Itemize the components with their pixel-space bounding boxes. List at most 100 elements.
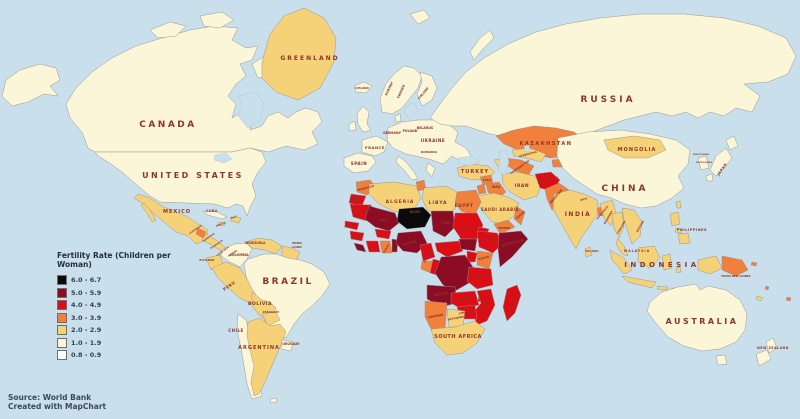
country-label-namibia: NAMIBIA [428,313,445,320]
country-oman[interactable] [513,205,526,226]
country-solomon-islands[interactable] [750,261,758,267]
country-senegal[interactable] [344,220,360,231]
country-niger[interactable] [396,206,432,230]
country-jamaica[interactable] [217,221,226,227]
country-japan[interactable] [725,135,739,151]
country-uruguay[interactable] [280,339,294,352]
country-denmark[interactable] [394,113,402,123]
country-uzbekistan[interactable] [511,147,547,163]
country-cameroon[interactable] [419,242,436,262]
country-vanuatu[interactable] [764,285,770,291]
country-philippines[interactable] [674,227,683,234]
country-thailand[interactable] [611,211,625,239]
country-tasmania[interactable] [715,354,728,366]
country-iceland[interactable] [353,81,373,94]
country-venezuela[interactable] [245,237,283,255]
country-burkina-faso[interactable] [374,228,392,240]
country-philippines[interactable] [677,232,691,245]
country-tanzania[interactable] [466,266,494,290]
country-ireland[interactable] [348,120,357,132]
country-colombia[interactable] [220,242,253,268]
country-korea[interactable] [697,155,710,171]
country-fiji[interactable] [785,296,792,302]
legend-title: Fertility Rate (Children per Woman) [57,251,217,269]
country-label-canada: CANADA [139,120,197,130]
country-falkland-islands[interactable] [269,397,278,404]
country-taiwan[interactable] [675,200,682,209]
country-finland[interactable] [416,71,438,107]
country-greenland[interactable] [261,7,337,101]
country-sulawesi[interactable] [661,253,673,271]
country-india[interactable] [552,189,600,250]
country-nigeria[interactable] [395,230,428,254]
country-papua-new-guinea[interactable] [721,255,749,277]
country-jordan-israel[interactable] [476,183,487,195]
country-label-belarus: BELARUS [417,126,434,130]
country-label-iran: IRAN [515,183,529,189]
country-norway-sweden[interactable] [379,65,423,115]
country-saudi-arabia[interactable] [476,192,520,225]
country-mongolia[interactable] [603,135,667,159]
country-spain-portugal[interactable] [343,152,377,174]
country-philippines[interactable] [669,211,681,227]
country-greece[interactable] [425,162,436,178]
country-angola[interactable] [426,284,458,308]
country-new-zealand[interactable] [765,337,778,354]
country-alaska[interactable] [1,63,61,107]
country-united-states[interactable] [94,147,267,217]
country-france[interactable] [361,135,389,157]
country-japan[interactable] [709,147,733,177]
country-australia[interactable] [646,283,748,352]
country-label-chad: CHAD [441,221,451,225]
source-text: Source: World Bank [8,393,92,402]
country-label-zambia: ZAMBIA [456,295,471,303]
legend-range: 4.0 - 4.9 [71,301,102,309]
legend-range: 3.0 - 3.9 [71,313,102,322]
country-java[interactable] [621,275,657,289]
country-guatemala[interactable] [195,227,207,239]
country-japan[interactable] [705,173,714,182]
country-south-sudan[interactable] [458,238,478,252]
country-guinea[interactable] [349,230,365,242]
country-somalia[interactable] [497,230,529,268]
country-label-sudan: SUDAN [461,226,474,230]
country-madagascar[interactable] [502,284,522,322]
country-south-africa[interactable] [430,320,486,356]
country-indochina[interactable] [621,207,643,245]
country-label-sweden: SWEDEN [396,84,406,99]
country-canada[interactable] [65,25,323,153]
country-sierra-leone-liberia[interactable] [353,242,367,253]
country-argentina[interactable] [246,317,287,397]
baltic-sea [403,101,419,119]
legend: Fertility Rate (Children per Woman) 6.0 … [57,251,217,363]
country-malay-peninsula[interactable] [615,237,629,257]
country-maluku[interactable] [675,266,682,274]
country-italy[interactable] [395,155,419,181]
country-canada-arctic[interactable] [149,21,187,39]
country-label-haiti: HAITI [230,215,237,220]
country-ivory-coast[interactable] [365,240,381,253]
country-iran[interactable] [501,171,543,201]
country-novaya-zemlya[interactable] [469,29,495,61]
country-borneo[interactable] [637,245,661,269]
country-yemen[interactable] [493,219,516,235]
country-new-caledonia[interactable] [755,295,764,302]
country-svalbard[interactable] [409,9,431,25]
country-lesser-sunda[interactable] [656,285,669,291]
country-sri-lanka[interactable] [584,246,593,258]
country-central-african-republic[interactable] [434,240,464,258]
country-new-zealand[interactable] [755,349,772,367]
country-mexico-baja[interactable] [140,202,157,223]
country-united-kingdom[interactable] [356,105,372,133]
country-sumatra[interactable] [609,249,633,275]
country-mozambique[interactable] [472,288,496,326]
country-hispaniola[interactable] [230,216,242,224]
country-canada-arctic[interactable] [199,11,235,29]
country-ghana[interactable] [379,240,393,254]
legend-item: 2.0 - 2.9 [57,325,217,335]
country-label-south-africa: SOUTH AFRICA [434,334,482,340]
country-chad[interactable] [430,210,456,238]
country-cuba[interactable] [202,210,228,220]
country-west-papua[interactable] [697,255,723,275]
country-paraguay[interactable] [261,311,281,327]
